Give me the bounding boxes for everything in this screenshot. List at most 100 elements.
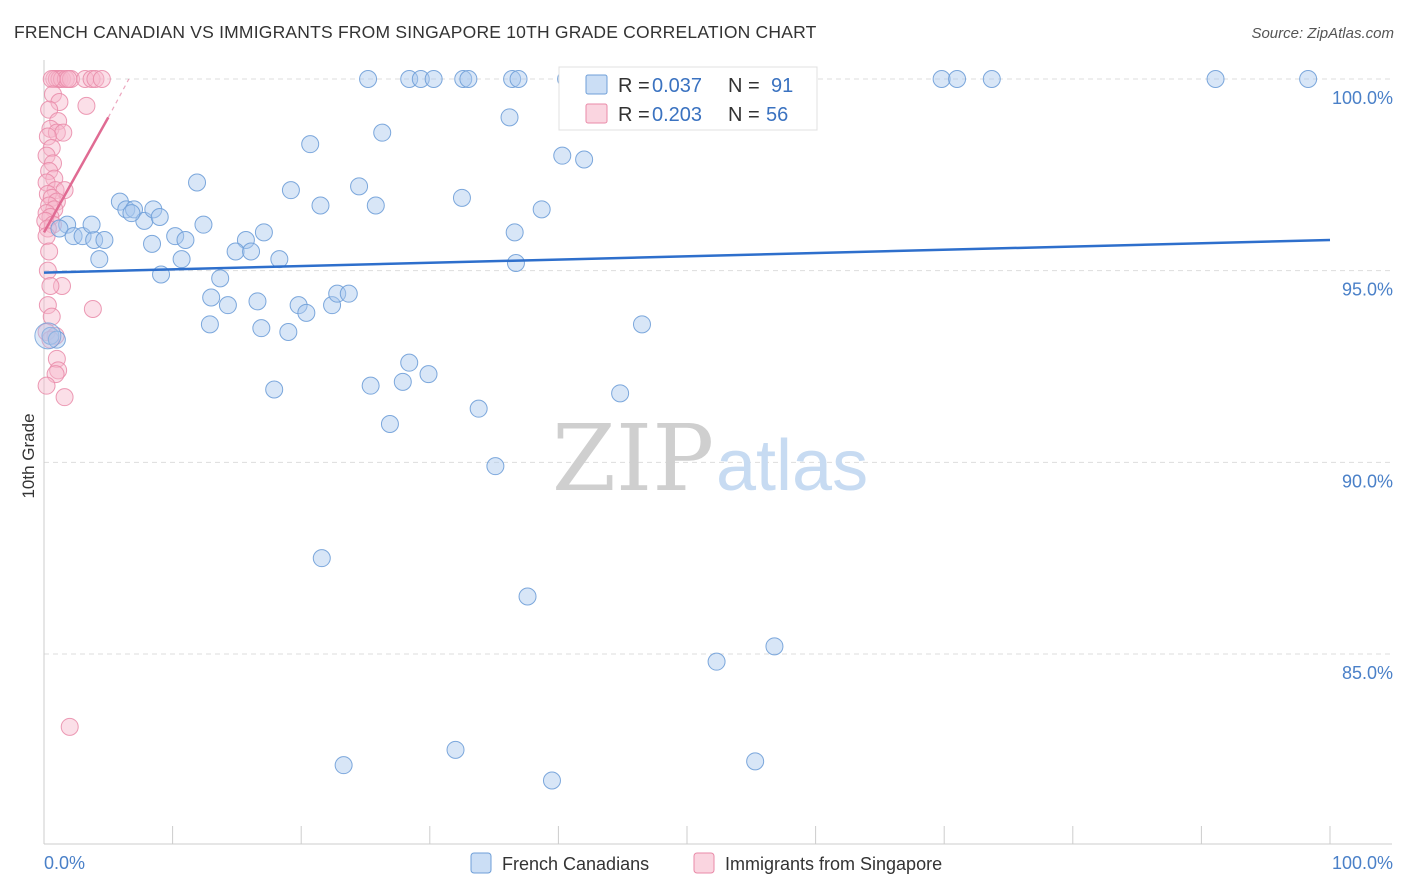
data-point — [172, 250, 191, 269]
data-point — [1206, 70, 1225, 88]
data-point — [37, 376, 56, 395]
data-point — [542, 771, 561, 790]
trend-extension-immigrants-from-singapore — [107, 78, 130, 118]
data-point — [506, 254, 525, 272]
data-point — [64, 227, 83, 246]
legend-r-value-2: 0.203 — [652, 104, 702, 126]
legend-bottom-swatch-french-canadians — [470, 852, 492, 874]
data-point — [95, 231, 114, 249]
data-point — [176, 231, 195, 249]
data-point — [424, 70, 443, 88]
data-point — [44, 85, 63, 104]
data-point — [55, 388, 74, 407]
data-point — [765, 637, 784, 656]
data-point — [40, 242, 59, 261]
data-point — [34, 322, 62, 350]
data-point — [707, 652, 726, 671]
data-point — [92, 70, 111, 88]
y-axis-label: 10th Grade — [19, 413, 38, 498]
data-point — [38, 261, 57, 280]
data-point — [122, 204, 141, 223]
watermark-zip: ZIP — [552, 405, 714, 512]
data-point — [218, 296, 237, 315]
legend-bottom-label-immigrants-from-singapore: Immigrants from Singapore — [725, 854, 942, 874]
data-point — [37, 146, 56, 165]
data-point — [486, 457, 505, 476]
data-point — [38, 296, 57, 315]
data-point — [144, 200, 163, 219]
data-point — [459, 70, 478, 88]
x-tick-labels: 0.0% 100.0% — [44, 853, 1393, 873]
data-point — [503, 70, 522, 88]
data-point — [279, 323, 298, 341]
trend-line-french-canadians — [43, 238, 1331, 274]
watermark: ZIP atlas — [552, 405, 868, 512]
data-point — [339, 284, 358, 303]
legend-n-value-1: 91 — [771, 75, 793, 97]
data-point — [236, 231, 255, 249]
data-point — [297, 303, 316, 322]
data-point — [532, 200, 551, 219]
data-point — [289, 296, 308, 315]
y-tick-label: 100.0% — [1332, 88, 1393, 108]
data-point — [49, 112, 68, 131]
data-point — [150, 208, 169, 226]
data-point — [281, 181, 300, 200]
legend-n-label-1: N = — [728, 75, 760, 97]
data-point — [226, 242, 245, 261]
y-tick-label: 85.0% — [1342, 663, 1393, 683]
data-point — [509, 70, 528, 88]
data-point — [454, 70, 473, 88]
data-point — [86, 70, 105, 88]
grid-lines — [44, 78, 1392, 655]
data-point — [982, 70, 1001, 88]
data-point — [419, 365, 438, 384]
watermark-atlas: atlas — [716, 426, 868, 506]
legend-stats: R = 0.037 N = 91 R = 0.203 N = 56 — [558, 66, 818, 131]
data-point — [446, 740, 465, 759]
data-point — [400, 353, 419, 372]
data-point — [50, 219, 69, 238]
data-point — [265, 380, 284, 399]
data-point — [90, 250, 109, 269]
data-point — [312, 549, 331, 568]
data-point — [746, 752, 765, 771]
data-point — [143, 234, 162, 253]
data-point — [200, 315, 219, 334]
chart-title: FRENCH CANADIAN VS IMMIGRANTS FROM SINGA… — [14, 22, 817, 42]
data-point — [202, 288, 221, 307]
legend-r-value-1: 0.037 — [652, 75, 702, 97]
data-point — [359, 70, 378, 88]
legend-r-label-1: R = — [618, 75, 650, 97]
data-point — [373, 123, 392, 142]
data-point — [53, 70, 72, 88]
data-point — [41, 277, 60, 295]
data-point — [611, 384, 630, 403]
data-point — [270, 250, 289, 269]
data-point — [254, 223, 273, 242]
legend-swatch-french-canadians — [585, 74, 608, 95]
data-point — [505, 223, 524, 242]
data-point — [301, 135, 320, 154]
data-point — [42, 70, 61, 88]
data-point — [948, 70, 967, 88]
data-point — [932, 70, 951, 88]
data-point — [85, 231, 104, 249]
data-point — [323, 296, 342, 315]
data-point — [54, 123, 73, 142]
data-point — [632, 315, 651, 334]
data-point — [500, 108, 519, 127]
trend-lines — [42, 78, 1331, 274]
data-point — [194, 215, 213, 234]
data-point — [82, 215, 101, 234]
data-point — [242, 242, 261, 261]
data-point — [252, 319, 271, 338]
data-point — [211, 269, 230, 288]
y-tick-label: 90.0% — [1342, 471, 1393, 491]
data-point — [411, 70, 430, 88]
data-point — [38, 127, 57, 146]
data-point — [166, 227, 185, 246]
data-point — [82, 70, 101, 88]
data-point — [77, 96, 96, 115]
